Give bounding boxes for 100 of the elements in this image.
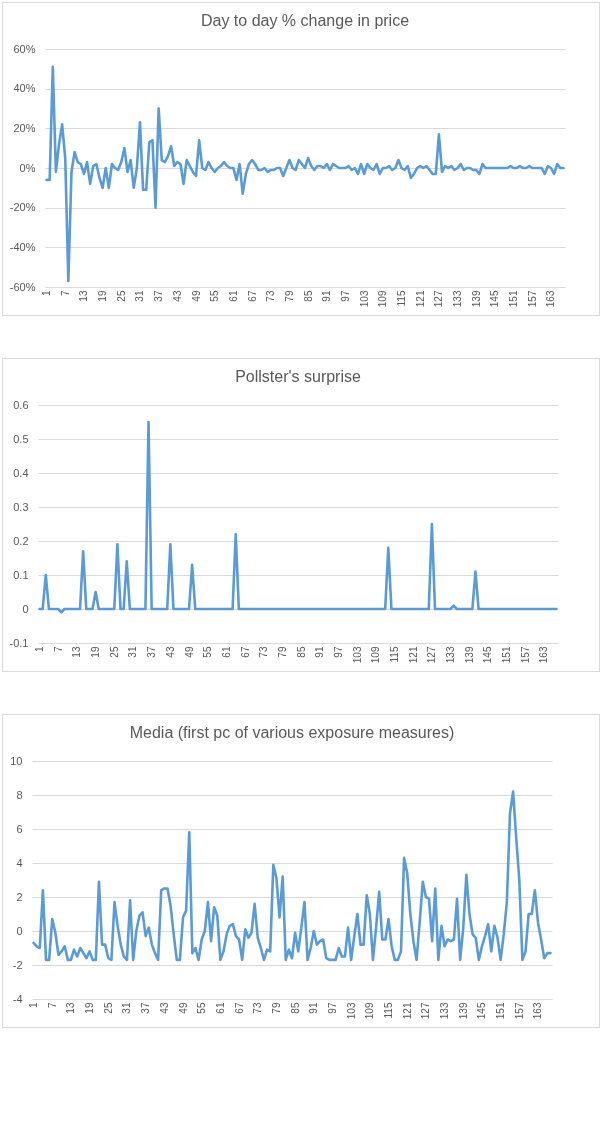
x-tick-label: 73 bbox=[265, 290, 277, 302]
x-tick-label: 85 bbox=[289, 1002, 301, 1014]
x-tick-label: 103 bbox=[351, 646, 363, 664]
x-tick-label: 109 bbox=[364, 1002, 376, 1020]
x-tick-label: 97 bbox=[339, 290, 351, 302]
x-tick-label: 31 bbox=[134, 290, 146, 302]
y-tick-label: 0.5 bbox=[13, 432, 29, 445]
y-tick-label: -20% bbox=[9, 201, 36, 214]
x-tick-label: 13 bbox=[78, 290, 90, 302]
chart-title: Pollster's surprise bbox=[235, 368, 361, 385]
x-tick-label: 1 bbox=[28, 1002, 40, 1009]
y-tick-label: 20% bbox=[13, 121, 36, 134]
x-tick-label: 61 bbox=[220, 646, 232, 658]
x-tick-label: 139 bbox=[457, 1002, 469, 1020]
x-tick-label: 43 bbox=[164, 646, 176, 658]
x-tick-label: 97 bbox=[332, 646, 344, 658]
x-tick-label: 73 bbox=[258, 646, 270, 658]
x-tick-label: 31 bbox=[121, 1002, 133, 1014]
x-tick-label: 67 bbox=[233, 1002, 245, 1014]
x-tick-label: 61 bbox=[227, 290, 239, 302]
y-tick-label: 0 bbox=[22, 602, 29, 615]
x-tick-label: 151 bbox=[508, 290, 520, 308]
x-tick-label: 43 bbox=[171, 290, 183, 302]
y-tick-label: -60% bbox=[9, 280, 36, 293]
x-tick-label: 73 bbox=[252, 1002, 264, 1014]
y-tick-label: 40% bbox=[13, 82, 36, 95]
y-tick-label: 0.1 bbox=[13, 568, 29, 581]
x-tick-label: 145 bbox=[476, 1002, 488, 1020]
x-tick-label: 103 bbox=[358, 290, 370, 308]
x-tick-label: 121 bbox=[407, 646, 419, 664]
x-tick-label: 115 bbox=[383, 1002, 395, 1019]
y-tick-label: 0.4 bbox=[13, 466, 29, 479]
x-tick-label: 1 bbox=[34, 646, 46, 653]
x-tick-label: 7 bbox=[59, 290, 71, 297]
x-tick-label: 19 bbox=[97, 290, 109, 302]
x-tick-label: 13 bbox=[71, 646, 83, 658]
x-tick-label: 37 bbox=[140, 1002, 152, 1014]
x-tick-label: 67 bbox=[239, 646, 251, 658]
y-tick-label: 0.2 bbox=[13, 534, 29, 547]
y-tick-label: 10 bbox=[10, 754, 23, 767]
x-tick-label: 85 bbox=[295, 646, 307, 658]
x-tick-label: 19 bbox=[90, 646, 102, 658]
x-tick-label: 109 bbox=[370, 646, 382, 664]
x-tick-label: 163 bbox=[545, 290, 557, 308]
x-tick-label: 43 bbox=[158, 1002, 170, 1014]
x-tick-label: 49 bbox=[177, 1002, 189, 1014]
y-tick-label: -4 bbox=[12, 992, 23, 1005]
x-tick-label: 79 bbox=[283, 290, 295, 302]
x-tick-label: 7 bbox=[46, 1002, 58, 1009]
y-tick-label: 0.3 bbox=[13, 500, 29, 513]
x-tick-label: 145 bbox=[482, 646, 494, 664]
x-tick-label: 55 bbox=[209, 290, 221, 302]
x-tick-label: 91 bbox=[321, 290, 333, 302]
y-tick-label: -40% bbox=[9, 240, 36, 253]
y-tick-label: 8 bbox=[16, 788, 23, 801]
x-tick-label: 91 bbox=[314, 646, 326, 658]
x-tick-label: 157 bbox=[519, 646, 531, 664]
x-tick-label: 79 bbox=[276, 646, 288, 658]
x-tick-label: 127 bbox=[433, 290, 445, 308]
y-tick-label: 60% bbox=[13, 42, 36, 55]
line-series bbox=[32, 790, 552, 962]
x-tick-label: 145 bbox=[489, 290, 501, 308]
x-tick-label: 31 bbox=[127, 646, 139, 658]
x-tick-label: 55 bbox=[202, 646, 214, 658]
x-tick-label: 103 bbox=[345, 1002, 357, 1020]
x-tick-label: 61 bbox=[214, 1002, 226, 1014]
y-tick-label: 2 bbox=[16, 890, 23, 903]
y-tick-label: 0% bbox=[19, 161, 36, 174]
x-tick-label: 37 bbox=[153, 290, 165, 302]
y-tick-label: 0.6 bbox=[13, 398, 29, 411]
x-tick-label: 13 bbox=[65, 1002, 77, 1014]
x-tick-label: 163 bbox=[532, 1002, 544, 1020]
x-tick-label: 133 bbox=[439, 1002, 451, 1020]
y-tick-label: -0.1 bbox=[9, 636, 29, 649]
x-tick-label: 139 bbox=[470, 290, 482, 308]
x-tick-label: 127 bbox=[426, 646, 438, 664]
x-tick-label: 151 bbox=[501, 646, 513, 664]
x-tick-label: 19 bbox=[84, 1002, 96, 1014]
chart-title: Day to day % change in price bbox=[200, 12, 410, 29]
x-tick-label: 49 bbox=[190, 290, 202, 302]
x-tick-label: 139 bbox=[463, 646, 475, 664]
x-tick-label: 127 bbox=[420, 1002, 432, 1020]
x-tick-label: 121 bbox=[414, 290, 426, 308]
y-tick-label: 6 bbox=[16, 822, 23, 835]
x-tick-label: 109 bbox=[377, 290, 389, 308]
x-tick-label: 37 bbox=[146, 646, 158, 658]
x-tick-label: 91 bbox=[308, 1002, 320, 1014]
x-tick-label: 115 bbox=[389, 646, 401, 663]
x-tick-label: 133 bbox=[452, 290, 464, 308]
x-tick-label: 133 bbox=[445, 646, 457, 664]
x-tick-label: 79 bbox=[270, 1002, 282, 1014]
x-tick-label: 97 bbox=[326, 1002, 338, 1014]
y-tick-label: 0 bbox=[16, 924, 23, 937]
x-tick-label: 55 bbox=[196, 1002, 208, 1014]
x-tick-label: 151 bbox=[495, 1002, 507, 1020]
x-tick-label: 7 bbox=[52, 646, 64, 653]
x-tick-label: 1 bbox=[41, 290, 53, 297]
x-tick-label: 49 bbox=[183, 646, 195, 658]
line-series bbox=[38, 420, 558, 614]
x-tick-label: 121 bbox=[401, 1002, 413, 1020]
